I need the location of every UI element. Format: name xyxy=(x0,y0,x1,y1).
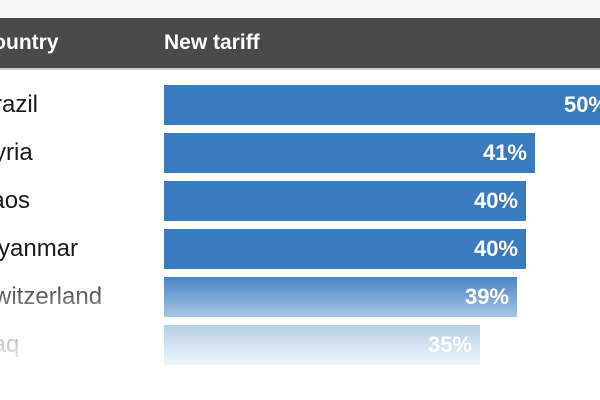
tariff-bar: 40% xyxy=(164,229,526,269)
bar-row: Myanmar 40% xyxy=(0,229,600,269)
country-label: Myanmar xyxy=(0,235,79,262)
tariff-bar: 39% xyxy=(164,277,517,317)
tariff-bar: 50% xyxy=(164,85,600,125)
country-label: Switzerland xyxy=(0,283,103,310)
header-divider xyxy=(0,68,600,70)
tariff-bar: 40% xyxy=(164,181,526,221)
tariff-value-label: 39% xyxy=(464,284,509,309)
country-label: Iraq xyxy=(0,331,20,358)
bar-row: Iraq 35% xyxy=(0,325,600,365)
bar-row: Syria 41% xyxy=(0,133,600,173)
tariff-bar: 35% xyxy=(164,325,480,365)
tariff-value-label: 41% xyxy=(482,140,527,165)
country-label: Syria xyxy=(0,139,33,166)
top-strip xyxy=(0,0,600,18)
country-column-header: Country xyxy=(0,31,59,54)
tariff-column-header: New tariff xyxy=(164,31,260,54)
country-label: Laos xyxy=(0,187,31,214)
tariff-value-label: 40% xyxy=(473,236,518,261)
country-label: Brazil xyxy=(0,91,39,118)
bar-row: Brazil 50% xyxy=(0,85,600,125)
bar-row: Laos 40% xyxy=(0,181,600,221)
tariff-value-label: 50% xyxy=(563,92,600,117)
tariff-value-label: 40% xyxy=(473,188,518,213)
table-header: Country New tariff xyxy=(0,18,600,68)
tariff-value-label: 35% xyxy=(427,332,472,357)
bar-row: Switzerland 39% xyxy=(0,277,600,317)
tariff-bar: 41% xyxy=(164,133,535,173)
